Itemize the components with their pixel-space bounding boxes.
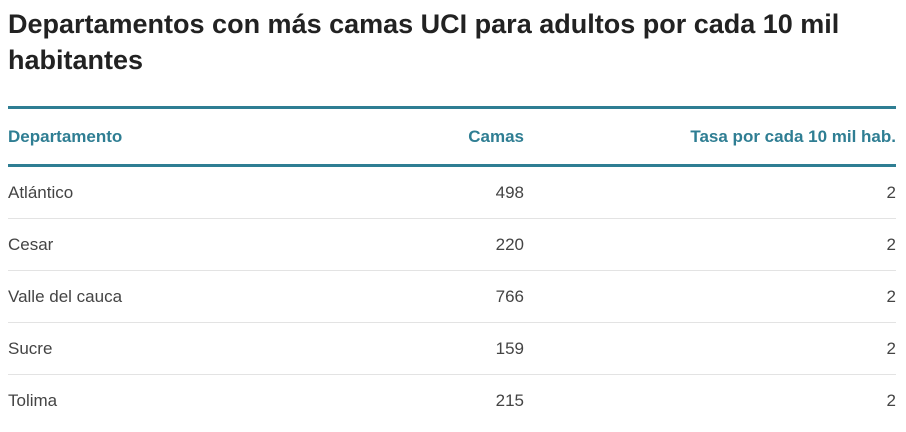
cell-departamento: Atlántico (8, 182, 74, 202)
cell-tasa: 2 (886, 338, 896, 358)
column-header-departamento: Departamento (8, 126, 123, 146)
table-row: Valle del cauca 766 2 (8, 271, 896, 323)
chart-title: Departamentos con más camas UCI para adu… (8, 9, 840, 75)
cell-camas: 159 (495, 338, 524, 358)
cell-departamento: Valle del cauca (8, 286, 123, 306)
column-header-tasa: Tasa por cada 10 mil hab. (690, 126, 896, 146)
table-row: Sucre 159 2 (8, 323, 896, 375)
cell-departamento: Tolima (8, 390, 58, 410)
cell-tasa: 2 (886, 390, 896, 410)
cell-camas: 766 (495, 286, 524, 306)
table-header: Departamento Camas Tasa por cada 10 mil … (8, 107, 896, 166)
table-row: Tolima 215 2 (8, 375, 896, 427)
cell-tasa: 2 (886, 286, 896, 306)
cell-departamento: Cesar (8, 234, 54, 254)
table-row: Atlántico 498 2 (8, 166, 896, 219)
data-table: Departamento Camas Tasa por cada 10 mil … (8, 106, 896, 426)
cell-camas: 215 (495, 390, 524, 410)
header-row: Departamento Camas Tasa por cada 10 mil … (8, 107, 896, 166)
cell-camas: 220 (495, 234, 524, 254)
column-header-camas: Camas (468, 126, 524, 146)
table-body: Atlántico 498 2 Cesar 220 2 Valle del ca… (8, 166, 896, 427)
cell-tasa: 2 (886, 182, 896, 202)
cell-departamento: Sucre (8, 338, 53, 358)
cell-camas: 498 (495, 182, 524, 202)
table-row: Cesar 220 2 (8, 219, 896, 271)
cell-tasa: 2 (886, 234, 896, 254)
